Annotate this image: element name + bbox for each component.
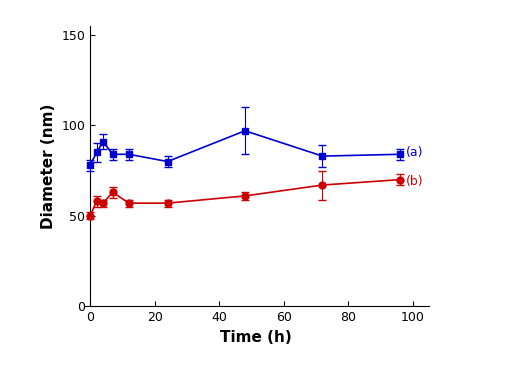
Y-axis label: Diameter (nm): Diameter (nm) <box>41 103 56 229</box>
Text: (b): (b) <box>406 175 424 188</box>
Text: (a): (a) <box>406 146 424 159</box>
X-axis label: Time (h): Time (h) <box>220 330 292 345</box>
